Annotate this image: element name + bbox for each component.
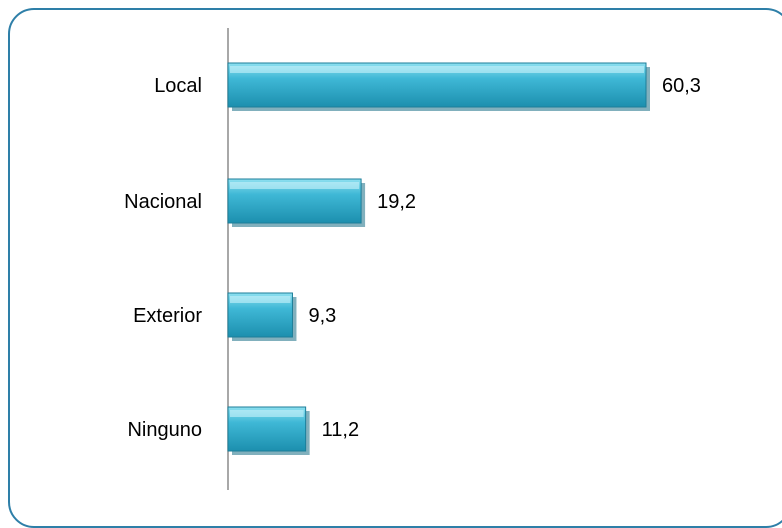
category-label-nacional: Nacional	[124, 191, 202, 213]
category-label-ninguno: Ninguno	[127, 419, 202, 441]
value-label-nacional: 19,2	[377, 191, 416, 213]
value-label-local: 60,3	[662, 75, 701, 97]
value-label-ninguno: 11,2	[322, 419, 359, 441]
bar-highlight-nacional	[230, 182, 360, 189]
value-label-exterior: 9,3	[308, 305, 336, 327]
bar-highlight-exterior	[230, 296, 291, 303]
bar-highlight-local	[230, 66, 644, 73]
category-label-exterior: Exterior	[133, 305, 202, 327]
bar-chart: Local 60,3 Nacional 19,2 Exterior 9,3 Ninguno 1…	[124, 28, 701, 490]
category-label-local: Local	[154, 75, 202, 97]
bar-highlight-ninguno	[230, 410, 304, 417]
